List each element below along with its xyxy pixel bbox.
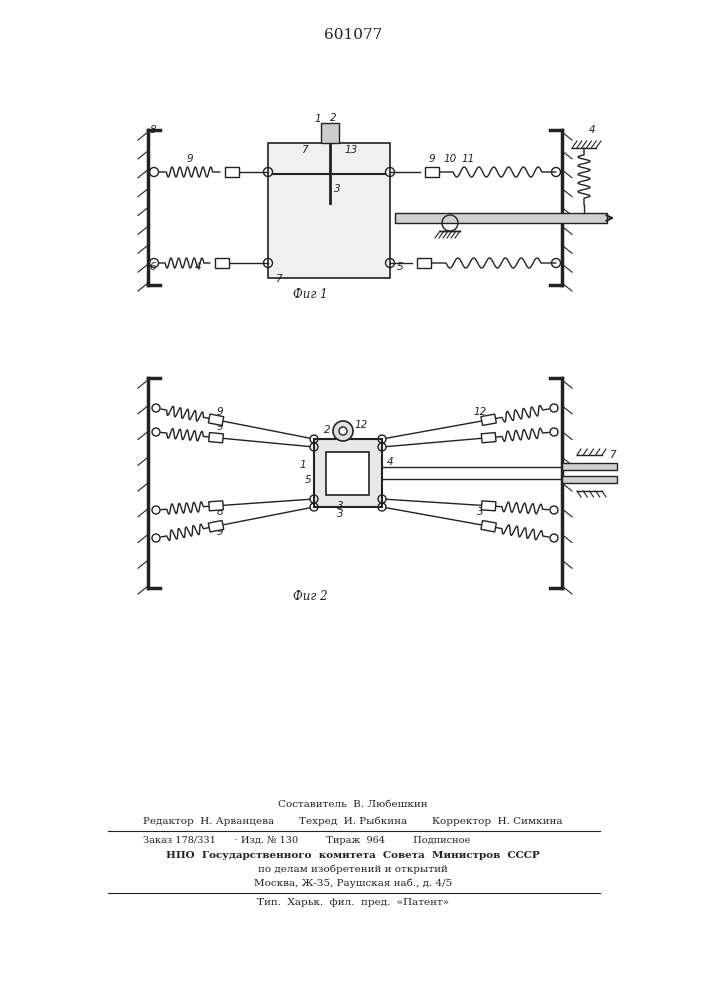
Text: 1: 1 (299, 460, 306, 470)
Bar (314, 439, 382, 507)
Text: 3: 3 (337, 509, 344, 519)
Bar (209, 501, 223, 511)
Bar (215, 258, 229, 268)
Text: 2: 2 (329, 113, 337, 123)
Text: 12: 12 (474, 407, 486, 417)
Text: Корректор  Н. Симкина: Корректор Н. Симкина (433, 817, 563, 826)
Text: Составитель  В. Любешкин: Составитель В. Любешкин (278, 800, 428, 809)
Bar (327, 452, 370, 494)
Text: 7: 7 (609, 450, 615, 460)
Bar (209, 433, 223, 443)
Text: 13: 13 (345, 145, 358, 155)
Bar (425, 167, 439, 177)
Text: 8: 8 (150, 125, 156, 135)
Text: 601077: 601077 (324, 28, 382, 42)
Text: 3: 3 (477, 507, 484, 517)
Text: 4: 4 (194, 262, 201, 272)
Bar (562, 476, 617, 483)
Text: 4: 4 (387, 457, 394, 467)
Text: 9: 9 (187, 154, 193, 164)
Text: 10: 10 (443, 154, 457, 164)
Bar (209, 414, 224, 426)
Text: 4: 4 (589, 125, 595, 135)
Bar (321, 123, 339, 143)
Bar (481, 433, 496, 443)
Text: 2: 2 (325, 425, 331, 435)
Text: 5: 5 (397, 262, 403, 272)
Text: Фиг 2: Фиг 2 (293, 590, 327, 603)
Text: 12: 12 (355, 420, 368, 430)
Text: Тип.  Харьк.  фил.  пред.  «Патент»: Тип. Харьк. фил. пред. «Патент» (257, 898, 449, 907)
Bar (562, 463, 617, 470)
Bar (481, 501, 496, 511)
Text: 6: 6 (150, 262, 156, 272)
Text: Техред  И. Рыбкина: Техред И. Рыбкина (299, 817, 407, 826)
Bar (395, 213, 607, 223)
Text: 9: 9 (216, 422, 223, 432)
Text: 7: 7 (301, 145, 308, 155)
Bar (268, 143, 390, 278)
Text: 5: 5 (305, 475, 311, 485)
Bar (209, 520, 224, 532)
Text: 11: 11 (462, 154, 474, 164)
Text: 3: 3 (337, 501, 344, 511)
Circle shape (339, 427, 347, 435)
Circle shape (333, 421, 353, 441)
Text: 3: 3 (334, 184, 341, 194)
Text: НПО  Государственного  комитета  Совета  Министров  СССР: НПО Государственного комитета Совета Мин… (166, 851, 540, 860)
Bar (481, 414, 496, 425)
Bar (225, 167, 239, 177)
Text: 1: 1 (315, 114, 321, 124)
Text: 9: 9 (428, 154, 436, 164)
Text: 8: 8 (216, 507, 223, 517)
Text: Москва, Ж-35, Раушская наб., д. 4/5: Москва, Ж-35, Раушская наб., д. 4/5 (254, 879, 452, 888)
Bar (481, 521, 496, 532)
Text: 7: 7 (275, 274, 281, 284)
Text: 9: 9 (216, 527, 223, 537)
Text: Заказ 178/331      · Изд. № 130         Тираж  964         Подписное: Заказ 178/331 · Изд. № 130 Тираж 964 Под… (143, 836, 470, 845)
Text: Фиг 1: Фиг 1 (293, 288, 327, 301)
Text: Редактор  Н. Арванцева: Редактор Н. Арванцева (143, 817, 274, 826)
Text: по делам изобретений и открытий: по делам изобретений и открытий (258, 865, 448, 874)
Text: 9: 9 (216, 407, 223, 417)
Bar (417, 258, 431, 268)
